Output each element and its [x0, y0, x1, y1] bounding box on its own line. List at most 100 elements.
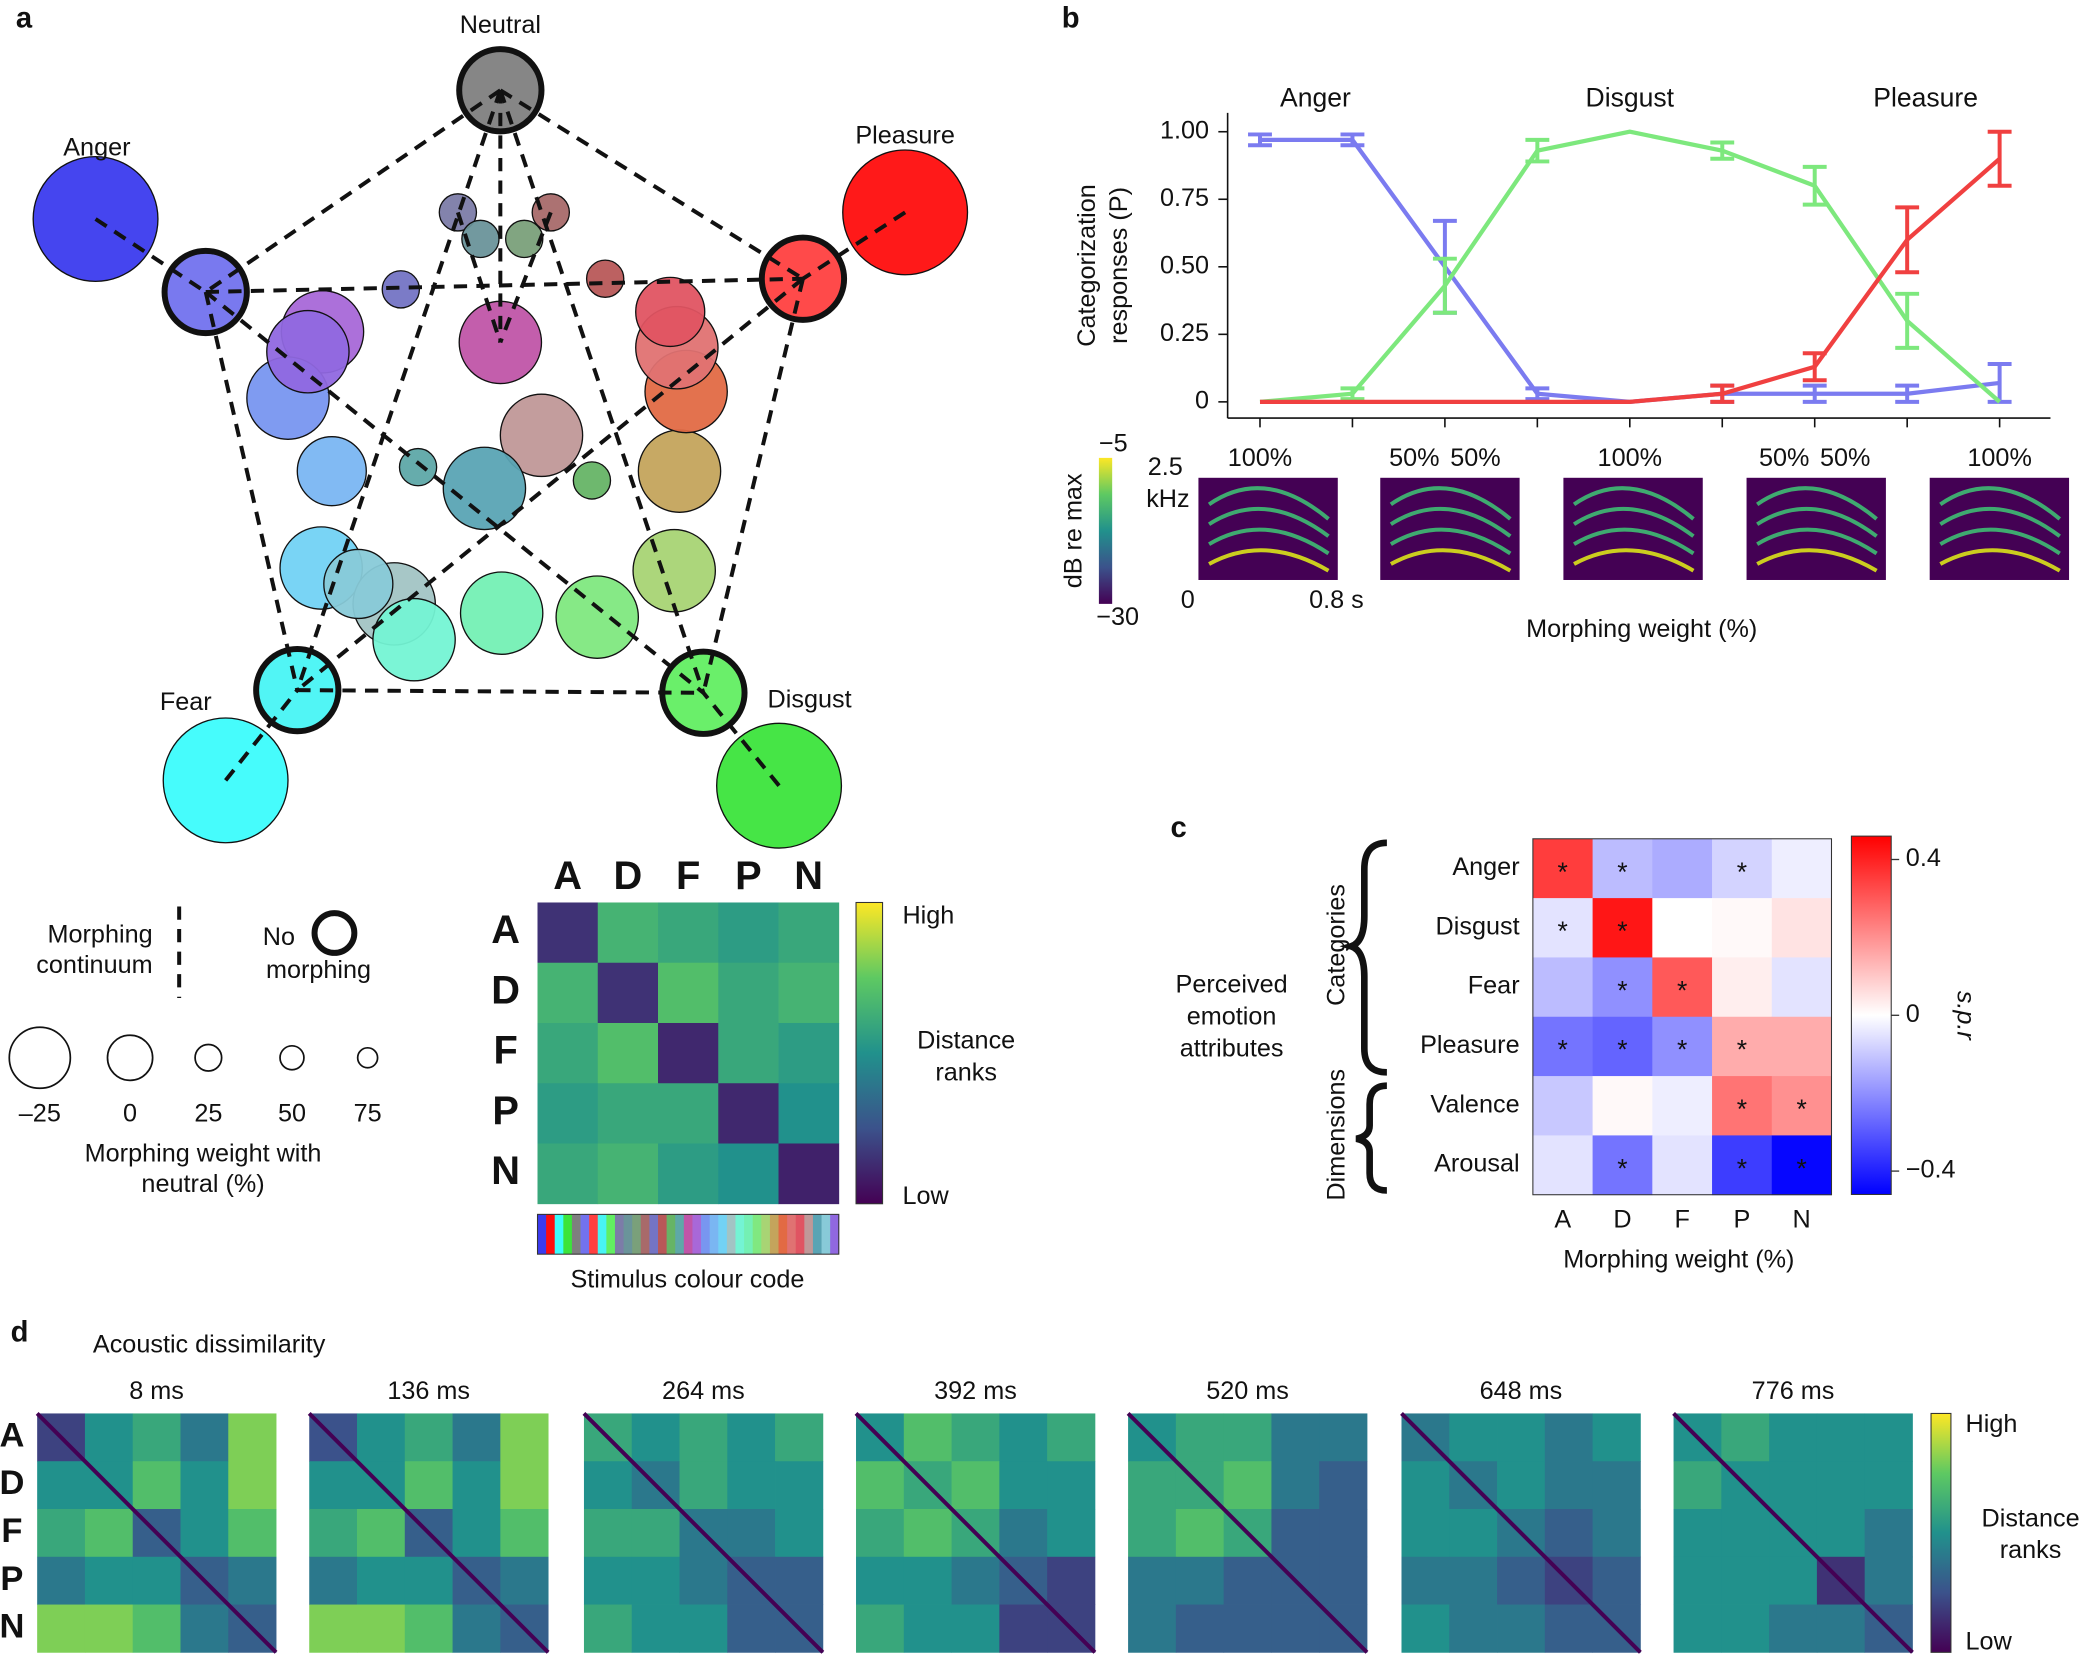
brace — [1339, 839, 1388, 1076]
morph-continuum — [498, 211, 553, 344]
panel-label: d — [11, 1317, 29, 1349]
rdm-cell — [718, 1022, 779, 1084]
rdm-cell — [1449, 1509, 1498, 1558]
x-tick-label: 100% — [1598, 444, 1662, 472]
legend-text: Morphing — [48, 920, 153, 948]
rdm-cell — [1271, 1509, 1320, 1558]
side-label: attributes — [1180, 1034, 1284, 1062]
x-tick-label: 100% — [1228, 444, 1292, 472]
error-bar — [1802, 351, 1827, 383]
rdm-cell — [658, 1022, 719, 1084]
colour-code — [580, 1214, 590, 1255]
morph-continuum — [297, 688, 704, 695]
rdm-cell — [775, 1556, 824, 1605]
rdm-cell — [1592, 1509, 1641, 1558]
rdm-cell — [404, 1413, 453, 1462]
spectrogram-harmonic — [1207, 486, 1330, 521]
significance-star: * — [1617, 1153, 1627, 1183]
rdm-cell — [309, 1604, 358, 1653]
rdm-cell — [727, 1604, 776, 1653]
colorbar-title: Distance — [1982, 1504, 2080, 1532]
heat-cell — [1652, 1016, 1713, 1077]
morph-continuum — [455, 211, 503, 344]
rdm-letter: N — [0, 1608, 24, 1646]
rdm-letter: F — [676, 854, 700, 898]
y-axis-label: Categorization — [1073, 184, 1101, 347]
stimulus-circle — [572, 461, 612, 500]
spectrogram-harmonic — [1573, 548, 1695, 573]
rdm-cell — [37, 1509, 86, 1558]
rdm-cell — [1592, 1461, 1641, 1510]
legend-title: neutral (%) — [141, 1170, 264, 1198]
rdm-cell — [999, 1604, 1048, 1653]
emotion-label: Anger — [63, 133, 130, 161]
rdm-cell — [1673, 1556, 1722, 1605]
error-bar — [1987, 362, 2012, 404]
rdm-cell — [1449, 1413, 1498, 1462]
rdm-letter: N — [491, 1149, 520, 1193]
time-title: 264 ms — [662, 1377, 745, 1405]
rdm-cell — [1128, 1461, 1177, 1510]
rdm-letter: P — [0, 1560, 23, 1598]
time-title: 776 ms — [1752, 1377, 1835, 1405]
rdm-cell — [537, 1022, 599, 1084]
y-tick-label: 0 — [1195, 387, 1209, 415]
morph-continuum — [204, 290, 705, 695]
panel-label: b — [1062, 3, 1080, 35]
rdm-cell — [1223, 1604, 1272, 1653]
spectrogram-harmonic — [1756, 527, 1878, 556]
colour-code — [640, 1214, 650, 1255]
error-bar — [1802, 164, 1827, 207]
morph-continuum — [499, 88, 804, 281]
x-tick-label: 50% — [1759, 444, 1809, 472]
heat-cell — [1712, 838, 1773, 899]
rdm-cell — [1816, 1509, 1866, 1558]
legend-text: continuum — [36, 951, 152, 979]
colour-code — [821, 1214, 831, 1255]
series-line — [1259, 137, 2000, 404]
rdm-cell — [951, 1556, 1000, 1605]
rdm-cell — [37, 1604, 86, 1653]
rdm-cell — [778, 1022, 840, 1084]
colour-code — [761, 1214, 771, 1255]
stimulus-circle — [398, 447, 438, 487]
colorbar-tick-label: −5 — [1099, 429, 1128, 457]
heat-cell — [1652, 1135, 1713, 1196]
rdm-cell — [84, 1556, 134, 1605]
series-name: Disgust — [1586, 83, 1675, 113]
stimulus-circle — [585, 259, 625, 298]
heat-cell — [1532, 898, 1594, 958]
rdm-cell — [903, 1604, 952, 1653]
y-tick-label: 0.75 — [1160, 184, 1209, 212]
rdm-cell — [357, 1556, 406, 1605]
rdm-cell — [778, 902, 840, 964]
colorbar-title: ranks — [935, 1058, 997, 1086]
rdm-cell — [1223, 1461, 1272, 1510]
heat-cell — [1592, 838, 1653, 899]
rdm-cell — [537, 902, 599, 964]
heat-cell — [1712, 1016, 1773, 1077]
rdm-cell — [778, 962, 840, 1024]
heat-cell — [1532, 838, 1594, 899]
error-bar — [1432, 256, 1457, 315]
colour-code — [606, 1214, 616, 1255]
rdm-cell — [404, 1461, 453, 1510]
rdm-cell — [1497, 1556, 1546, 1605]
rdm-cell — [775, 1509, 824, 1558]
heat-cell — [1771, 1076, 1832, 1136]
rdm-cell — [1497, 1413, 1546, 1462]
significance-star: * — [1558, 1035, 1568, 1065]
column-label: A — [1554, 1206, 1571, 1234]
legend-weight-label: 0 — [123, 1099, 137, 1127]
stimulus-circle — [632, 528, 717, 613]
heat-cell — [1592, 1135, 1653, 1196]
heat-cell — [1652, 1076, 1713, 1136]
rdm-cell — [597, 902, 659, 964]
diagonal — [35, 1412, 278, 1654]
rdm-cell — [1769, 1413, 1818, 1462]
freq-label: kHz — [1146, 485, 1189, 513]
diagonal — [854, 1412, 1097, 1654]
rdm-cell — [1401, 1509, 1450, 1558]
rdm-cell — [404, 1604, 453, 1653]
colour-code — [546, 1214, 556, 1255]
